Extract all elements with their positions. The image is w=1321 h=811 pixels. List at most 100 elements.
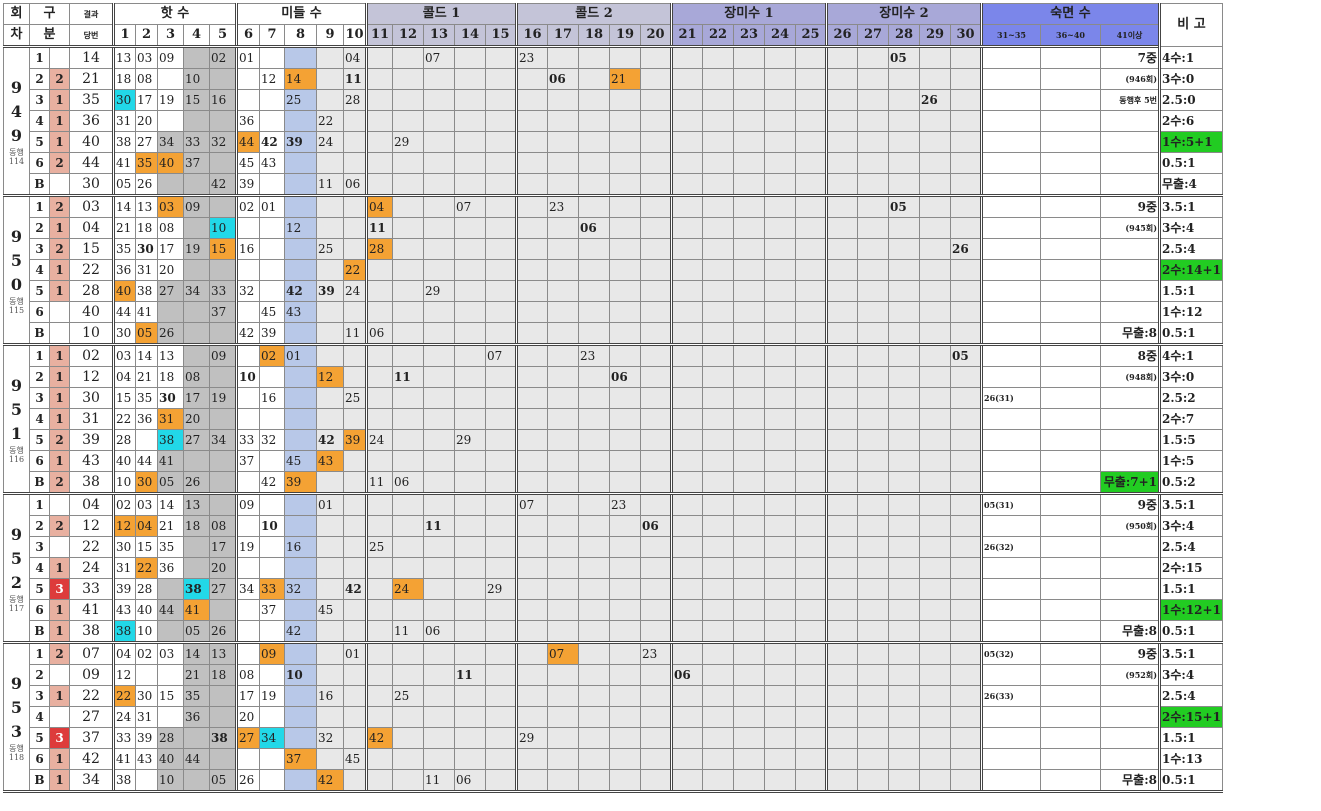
cell-23 [733,238,765,260]
cell-19 [609,195,641,218]
cell-2: 39 [135,727,158,749]
cell-7: 39 [259,322,285,346]
sleep-41-plus: (948회) [1100,366,1160,388]
cell-22 [702,366,734,388]
sleep-31-35: 05(32) [980,642,1041,665]
row-index: 3 [29,536,50,558]
cell-6 [235,89,260,111]
cell-23 [733,706,765,728]
sleep-36-40 [1040,748,1101,770]
cell-22 [702,131,734,153]
cell-25 [795,642,827,665]
remark-cell: 2.5:4 [1158,238,1223,260]
cell-29 [919,664,951,686]
round-digit: 0 [10,275,23,294]
cell-23 [733,131,765,153]
cell-14 [454,89,486,111]
cell-17 [547,557,579,579]
cell-12 [392,429,424,451]
cell-22 [702,387,734,409]
cell-13 [423,322,455,346]
cell-21 [670,195,703,218]
cell-15 [485,685,517,707]
cell-21 [670,685,703,707]
col-header-13: 13 [423,24,455,48]
row-group: 1 [49,450,70,472]
cell-20 [640,620,672,644]
cell-13 [423,173,455,197]
round-number: 9 5 2 동행 117 [3,493,30,644]
cell-17 [547,599,579,621]
cell-23 [733,748,765,770]
remark-cell: 2수:15 [1158,557,1223,579]
remark-cell: 2.5:4 [1158,536,1223,558]
cell-19 [609,173,641,197]
cell-18 [578,110,610,132]
cell-7: 33 [259,578,285,600]
cell-18 [578,89,610,111]
cell-14 [454,131,486,153]
cell-24 [764,366,796,388]
cell-17 [547,131,579,153]
cell-12 [392,557,424,579]
cell-17 [547,620,579,644]
cell-2 [135,769,158,793]
cell-17 [547,450,579,472]
sleep-31-35 [980,706,1041,728]
cell-1: 10 [112,471,136,495]
cell-25 [795,471,827,495]
cell-7 [259,366,285,388]
row-group [49,46,70,69]
cell-4: 19 [183,238,210,260]
col-header-15: 15 [485,24,517,48]
cell-26 [825,578,858,600]
cell-29 [919,471,951,495]
cell-19 [609,706,641,728]
cell-11 [365,366,393,388]
cell-16 [515,536,548,558]
round-digit: 5 [10,400,23,419]
cell-19 [609,344,641,367]
result-number: 39 [69,429,114,451]
round-note: 동행 118 [5,744,28,762]
cell-29 [919,344,951,367]
cell-5: 38 [209,727,237,749]
cell-3: 17 [157,238,184,260]
cell-13 [423,429,455,451]
cell-15 [485,727,517,749]
cell-16 [515,280,548,302]
result-number: 24 [69,557,114,579]
cell-9: 42 [316,429,344,451]
remark-cell: 1수:13 [1158,748,1223,770]
sleep-36-40 [1040,599,1101,621]
cell-11: 06 [365,322,393,346]
cell-8: 12 [284,217,317,239]
cell-29 [919,620,951,644]
header-round-top: 회 [3,3,30,25]
cell-2 [135,429,158,451]
cell-9 [316,387,344,409]
cell-12: 25 [392,685,424,707]
cell-12 [392,195,424,218]
round-note-label: 동행 [9,744,24,753]
cell-20 [640,748,672,770]
cell-22 [702,620,734,644]
cell-8: 25 [284,89,317,111]
cell-27 [857,748,889,770]
cell-23 [733,217,765,239]
cell-1: 04 [112,366,136,388]
cell-9: 42 [316,769,344,793]
cell-2: 31 [135,706,158,728]
cell-4: 26 [183,471,210,495]
cell-26 [825,706,858,728]
cell-4 [183,769,210,793]
cell-6: 20 [235,706,260,728]
cell-13 [423,493,455,516]
col-header-24: 24 [764,24,796,48]
cell-5 [209,366,237,388]
cell-2: 41 [135,301,158,323]
cell-13 [423,578,455,600]
cell-28 [888,131,920,153]
cell-2: 15 [135,536,158,558]
cell-30 [950,408,982,430]
